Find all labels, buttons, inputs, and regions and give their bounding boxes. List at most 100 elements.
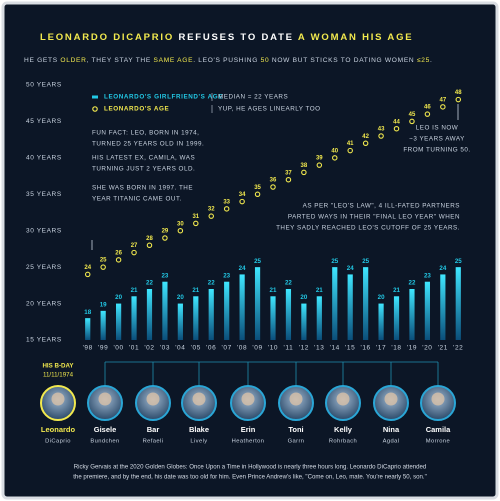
annotation: FUN FACT: LEO, BORN IN 1974, <box>92 130 199 137</box>
bar <box>85 318 91 340</box>
portrait-head <box>289 392 303 406</box>
bar <box>332 267 338 340</box>
dot-value-label: 25 <box>100 258 107 264</box>
age-dot <box>270 184 276 190</box>
dot-value-label: 36 <box>270 178 277 184</box>
bar-value-label: 22 <box>146 280 153 287</box>
dot-value-label: 29 <box>162 229 169 235</box>
x-tick-label: '11 <box>284 345 294 352</box>
age-dot <box>162 235 168 241</box>
bar <box>424 281 430 340</box>
age-dot <box>347 147 353 154</box>
age-dot <box>440 104 446 110</box>
text-part: . <box>430 57 433 64</box>
x-tick-label: '05 <box>191 345 201 352</box>
x-tick-label: '04 <box>175 345 185 352</box>
bar-value-label: 24 <box>347 265 354 272</box>
y-tick-label: 35 YEARS <box>26 191 62 198</box>
bar-value-label: 25 <box>254 258 261 265</box>
annotation: SHE WAS BORN IN 1997. THE <box>92 185 193 192</box>
bar <box>285 289 292 340</box>
text-part: 50 <box>261 57 270 64</box>
age-dot <box>208 213 214 219</box>
age-dot <box>131 249 137 256</box>
bar <box>162 281 168 340</box>
bar <box>224 281 230 340</box>
portrait-head <box>51 392 65 406</box>
bar-value-label: 22 <box>409 280 416 287</box>
age-dot <box>146 242 153 249</box>
legend-note: MEDIAN = 22 YEARS <box>218 94 288 101</box>
x-tick-label: '06 <box>206 345 216 352</box>
dot-value-label: 40 <box>331 148 338 154</box>
text-part: OLDER <box>60 57 86 64</box>
age-dot <box>409 118 415 125</box>
bar <box>239 274 245 340</box>
dot-value-label: 35 <box>254 185 261 191</box>
bar-value-label: 21 <box>270 287 277 294</box>
x-tick-label: '00 <box>113 345 123 352</box>
y-tick-label: 30 YEARS <box>26 227 62 234</box>
chart: LEONARDO DICAPRIO REFUSES TO DATE A WOMA… <box>24 32 470 481</box>
person-surname: DiCaprio <box>45 439 71 445</box>
text-part: , THEY STAY THE <box>87 57 154 64</box>
bar-value-label: 20 <box>300 294 307 301</box>
bar <box>409 289 415 340</box>
portrait-head <box>384 392 398 406</box>
bar-value-label: 21 <box>316 287 323 294</box>
y-tick-label: 25 YEARS <box>26 264 62 271</box>
age-dot <box>84 271 91 278</box>
bar <box>301 303 307 340</box>
portrait-head <box>431 392 445 406</box>
annotation: AS PER "LEO'S LAW", 4 ILL-FATED PARTNERS <box>303 203 460 210</box>
annotation: ~3 YEARS AWAY <box>409 136 465 143</box>
dot-value-label: 24 <box>84 265 91 271</box>
portrait-head <box>146 392 160 406</box>
bar-value-label: 21 <box>192 287 199 294</box>
annotation: LEO IS NOW <box>416 125 458 132</box>
bar <box>440 274 446 340</box>
portrait-head <box>336 392 350 406</box>
text-part: ≤25 <box>417 57 430 64</box>
portrait-head <box>98 392 112 406</box>
age-dot <box>378 133 384 139</box>
portrait-head <box>241 392 255 406</box>
bar-value-label: 24 <box>439 265 446 272</box>
age-dot <box>115 257 122 263</box>
bar-value-label: 19 <box>100 301 107 308</box>
bar-value-label: 24 <box>239 265 246 272</box>
portrait-head <box>192 392 206 406</box>
bar <box>378 303 384 340</box>
dot-value-label: 39 <box>316 156 323 162</box>
bar-value-label: 25 <box>331 258 338 265</box>
person-name: Blake <box>189 425 209 434</box>
person-name: Bar <box>147 425 160 434</box>
x-tick-label: '03 <box>160 345 170 352</box>
footer-quote: Ricky Gervais at the 2020 Golden Globes:… <box>74 464 427 471</box>
dot-value-label: 46 <box>424 105 431 111</box>
age-dot <box>254 191 261 198</box>
bar-value-label: 23 <box>223 272 230 279</box>
bar-value-label: 25 <box>455 258 462 265</box>
bar <box>393 296 400 340</box>
dot-value-label: 45 <box>409 112 416 118</box>
bar-value-label: 20 <box>115 294 122 301</box>
annotation: TURNED 25 YEARS OLD IN 1999. <box>92 141 204 148</box>
age-dot <box>301 169 307 176</box>
age-dot <box>393 125 400 132</box>
dot-value-label: 31 <box>192 214 199 220</box>
annotation: HIS LATEST EX, CAMILA, WAS <box>92 155 195 162</box>
x-tick-label: '16 <box>360 345 370 352</box>
annotation: THEY SADLY REACHED LEO'S CUTOFF OF 25 YE… <box>276 225 460 232</box>
text-part: . LEO'S PUSHING <box>193 57 260 64</box>
title: LEONARDO DICAPRIO REFUSES TO DATE A WOMA… <box>40 32 413 43</box>
person-name: Erin <box>241 425 256 434</box>
age-dot <box>223 206 230 212</box>
bar <box>208 289 214 340</box>
person-name: Nina <box>383 425 400 434</box>
bar-value-label: 20 <box>177 294 184 301</box>
annotation: PARTED WAYS IN THEIR "FINAL LEO YEAR" WH… <box>288 214 460 221</box>
x-tick-label: '14 <box>330 345 340 352</box>
age-dot <box>455 96 462 103</box>
